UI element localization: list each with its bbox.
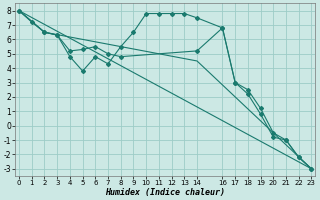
X-axis label: Humidex (Indice chaleur): Humidex (Indice chaleur) xyxy=(105,188,225,197)
